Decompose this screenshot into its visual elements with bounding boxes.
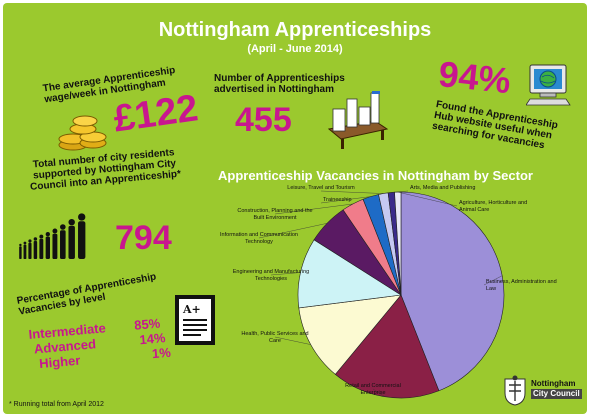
- person-silhouette: [39, 234, 44, 259]
- svg-text:A+: A+: [182, 303, 201, 316]
- pie-leader-line: [397, 191, 458, 207]
- pie-leader-line: [372, 388, 385, 397]
- paperwork-desk-icon: [327, 91, 389, 149]
- page-subtitle: (April - June 2014): [247, 43, 343, 55]
- infographic-panel: Nottingham Apprenticeships (April - June…: [3, 3, 587, 414]
- person-silhouette: [52, 228, 58, 259]
- pie-slice-label: Agriculture, Horticulture and Animal Care: [459, 200, 527, 213]
- pie-leader-line: [320, 196, 371, 204]
- sector-pie-chart: Business, Administration and Law Retail an…: [220, 185, 557, 399]
- advertised-label-line-1: Number of Apprenticeships: [214, 73, 345, 84]
- logo-line-2: City Council: [531, 389, 582, 399]
- pie-slice-label: Leisure, Travel and Tourism: [287, 185, 355, 191]
- person-silhouette: [33, 237, 38, 259]
- pie-slice-label: Construction, Planning and the Built Envi…: [237, 208, 312, 221]
- pie-slice-label: Retail and Commercial Enterprise: [345, 383, 401, 396]
- pie-slice: [334, 294, 440, 399]
- people-silhouettes-icon: [19, 213, 86, 259]
- advertised-value: 455: [235, 101, 292, 139]
- advertised-label-line-2: advertised in Nottingham: [214, 84, 335, 95]
- residents-value: 794: [115, 219, 172, 257]
- person-silhouette: [19, 243, 22, 259]
- pie-slice-label: Engineering and Manufacturing Technologie…: [233, 269, 309, 282]
- person-silhouette: [23, 241, 27, 259]
- pie-slice-label: Traineeship: [323, 197, 352, 203]
- pie-slice-label: Business, Administration and Law: [486, 279, 557, 292]
- pie-slice-label: Health, Public Services and Care: [241, 331, 308, 344]
- pie-slice-label: Information and Communication Technology: [220, 232, 298, 245]
- grade-paper-icon: A+: [175, 295, 215, 345]
- person-silhouette: [78, 213, 86, 259]
- footnote: * Running total from April 2012: [9, 401, 104, 408]
- chart-title: Apprenticeship Vacancies in Nottingham b…: [218, 168, 533, 183]
- pie-leader-line: [483, 275, 503, 286]
- pie-leader-line: [274, 336, 311, 345]
- pie-slice: [400, 191, 505, 392]
- pie-slice: [297, 239, 402, 309]
- person-silhouette: [68, 218, 75, 259]
- pie-leader-line: [258, 223, 328, 239]
- coins-icon: [58, 115, 107, 151]
- pie-leader-line: [274, 203, 353, 215]
- pie-leader-line: [270, 272, 301, 276]
- logo-line-1: Nottingham: [531, 379, 576, 388]
- pie-slice-label: Arts, Media and Publishing: [410, 185, 475, 191]
- page-title: Nottingham Apprenticeships: [158, 19, 432, 41]
- person-silhouette: [60, 224, 66, 259]
- person-silhouette: [45, 232, 50, 259]
- advertised-label: Number of Apprenticeships advertised in …: [214, 73, 354, 95]
- person-silhouette: [28, 239, 32, 259]
- computer-globe-icon: [526, 64, 571, 106]
- city-crest-icon: [504, 375, 526, 406]
- logo-text: Nottingham City Council: [531, 379, 582, 399]
- pie-leader-line: [320, 190, 384, 194]
